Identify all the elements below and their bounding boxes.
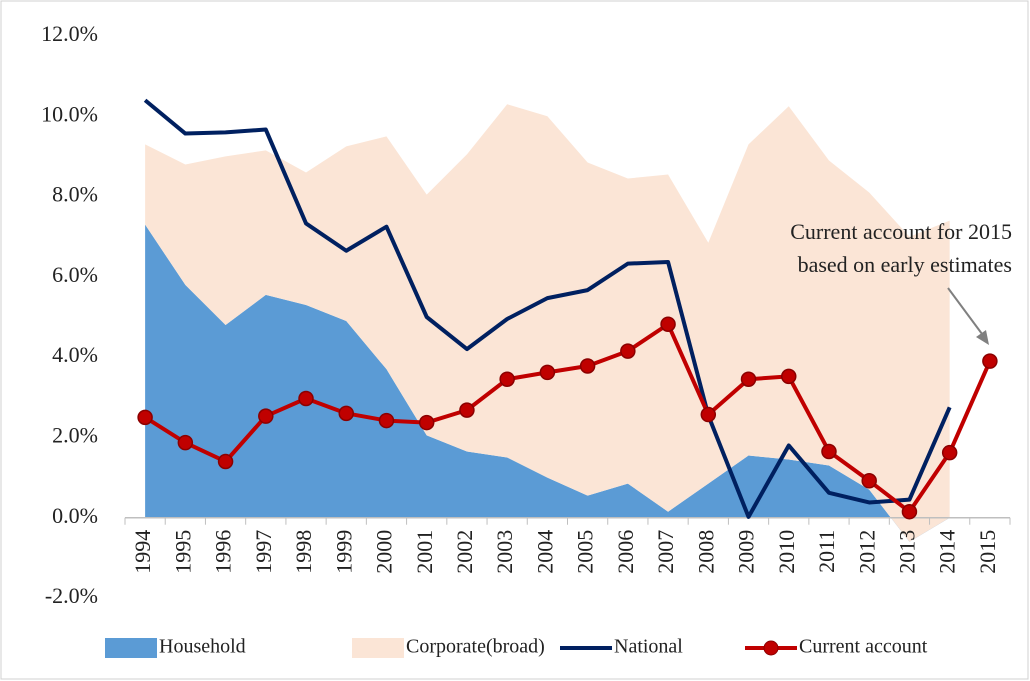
marker: [539, 364, 556, 381]
legend-label: Household: [159, 636, 246, 658]
marker: [217, 453, 234, 470]
x-tick-label: 2003: [492, 530, 517, 574]
x-tick-label: 2005: [573, 530, 598, 574]
x-tick-label: 2012: [854, 530, 879, 574]
x-tick-label: 1994: [130, 530, 155, 574]
line: [143, 98, 952, 519]
line: [144, 322, 992, 514]
x-tick-label: 1998: [291, 530, 316, 574]
area: [145, 104, 950, 542]
x-tick-label: 2011: [814, 530, 839, 573]
marker: [861, 473, 877, 489]
marker: [258, 408, 274, 424]
x-tick-label: 2013: [894, 530, 919, 574]
y-tick-label: -2.0%: [45, 583, 98, 608]
y-tick-label: 12.0%: [41, 21, 98, 46]
annotation-line: Current account for 2015: [790, 219, 1012, 244]
legend-marker: [763, 640, 779, 656]
y-tick-label: 4.0%: [52, 342, 98, 367]
legend-label: National: [614, 636, 683, 658]
plot-area: -2.0% 0.0% 2.0% 4.0% 6.0% 8.0% 10.0% 12.0% 1994 1…: [41, 21, 1011, 608]
y-tick-label: 8.0%: [52, 182, 98, 207]
annotation-arrowhead: [976, 330, 989, 345]
y-tick-label: 2.0%: [52, 422, 98, 447]
x-tick-label: 2008: [693, 530, 718, 574]
legend-item: National: [560, 636, 683, 658]
marker: [177, 434, 194, 451]
marker: [901, 503, 918, 520]
marker: [137, 409, 153, 426]
x-tick-label: 1999: [331, 530, 356, 574]
x-tick-label: 2010: [774, 530, 799, 574]
marker: [781, 368, 797, 385]
legend-label: Current account: [799, 636, 928, 658]
marker: [660, 316, 676, 332]
x-tick-label: 2015: [975, 530, 1000, 574]
x-tick-label: 2000: [372, 530, 397, 574]
x-tick-label: 2009: [734, 530, 759, 574]
marker: [378, 412, 395, 429]
annotation-line: based on early estimates: [798, 252, 1012, 277]
marker: [620, 343, 636, 359]
marker: [418, 414, 435, 431]
y-tick-label: 10.0%: [41, 101, 98, 126]
legend-swatch: [105, 638, 157, 658]
x-tick-label: 2014: [935, 530, 960, 574]
marker: [298, 390, 314, 407]
x-tick-label: 1995: [170, 530, 195, 574]
x-tick-label: 2007: [653, 530, 678, 574]
y-tick-label: 0.0%: [52, 503, 98, 528]
legend-item: Corporate(broad): [352, 636, 545, 658]
x-tick-label: 1997: [251, 530, 276, 574]
legend-label: Corporate(broad): [406, 636, 545, 658]
x-tick-label: 2004: [532, 530, 557, 574]
annotation-arrow: [947, 287, 986, 339]
legend-item: Current account: [745, 636, 928, 658]
y-tick-label: 6.0%: [52, 262, 98, 287]
x-tick-label: 2001: [412, 530, 437, 574]
legend-swatch: [352, 638, 404, 658]
x-tick-label: 1996: [211, 530, 236, 574]
legend-item: Household: [105, 636, 246, 658]
marker: [821, 443, 837, 460]
marker: [579, 358, 596, 374]
x-tick-label: 2006: [613, 530, 638, 574]
x-tick-label: 2002: [452, 530, 477, 574]
marker: [740, 371, 757, 387]
marker: [338, 405, 354, 422]
marker: [941, 444, 958, 461]
marker: [700, 406, 717, 423]
area: [145, 224, 950, 542]
marker: [459, 402, 475, 418]
marker: [499, 371, 515, 387]
marker: [982, 353, 998, 369]
